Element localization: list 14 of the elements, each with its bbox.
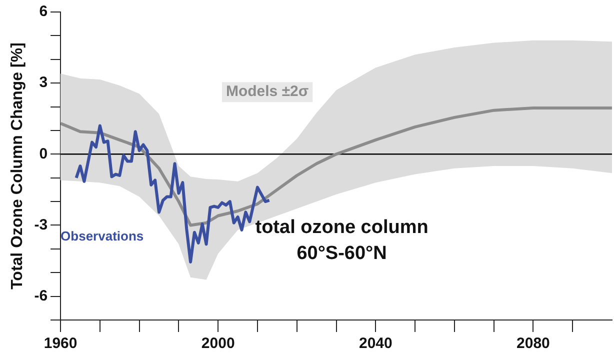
series-label: Observations	[60, 228, 144, 244]
y-tick-label: -6	[34, 287, 48, 304]
y-tick-label: -3	[34, 216, 48, 234]
x-tick-label: 1960	[44, 335, 78, 352]
text: Models ±2σ	[226, 83, 309, 100]
x-tick-label: 2040	[358, 335, 392, 352]
annotation: 60°S-60°N	[296, 242, 387, 264]
x-tick-label: 2000	[201, 335, 235, 352]
y-tick-label: 3	[39, 74, 48, 92]
y-axis-title: Total Ozone Column Change [%]	[9, 42, 26, 290]
y-tick-label: 6	[39, 3, 48, 20]
x-tick-label: 2080	[516, 335, 550, 352]
annotation: total ozone column	[255, 216, 428, 238]
y-tick-label: 0	[39, 145, 48, 162]
